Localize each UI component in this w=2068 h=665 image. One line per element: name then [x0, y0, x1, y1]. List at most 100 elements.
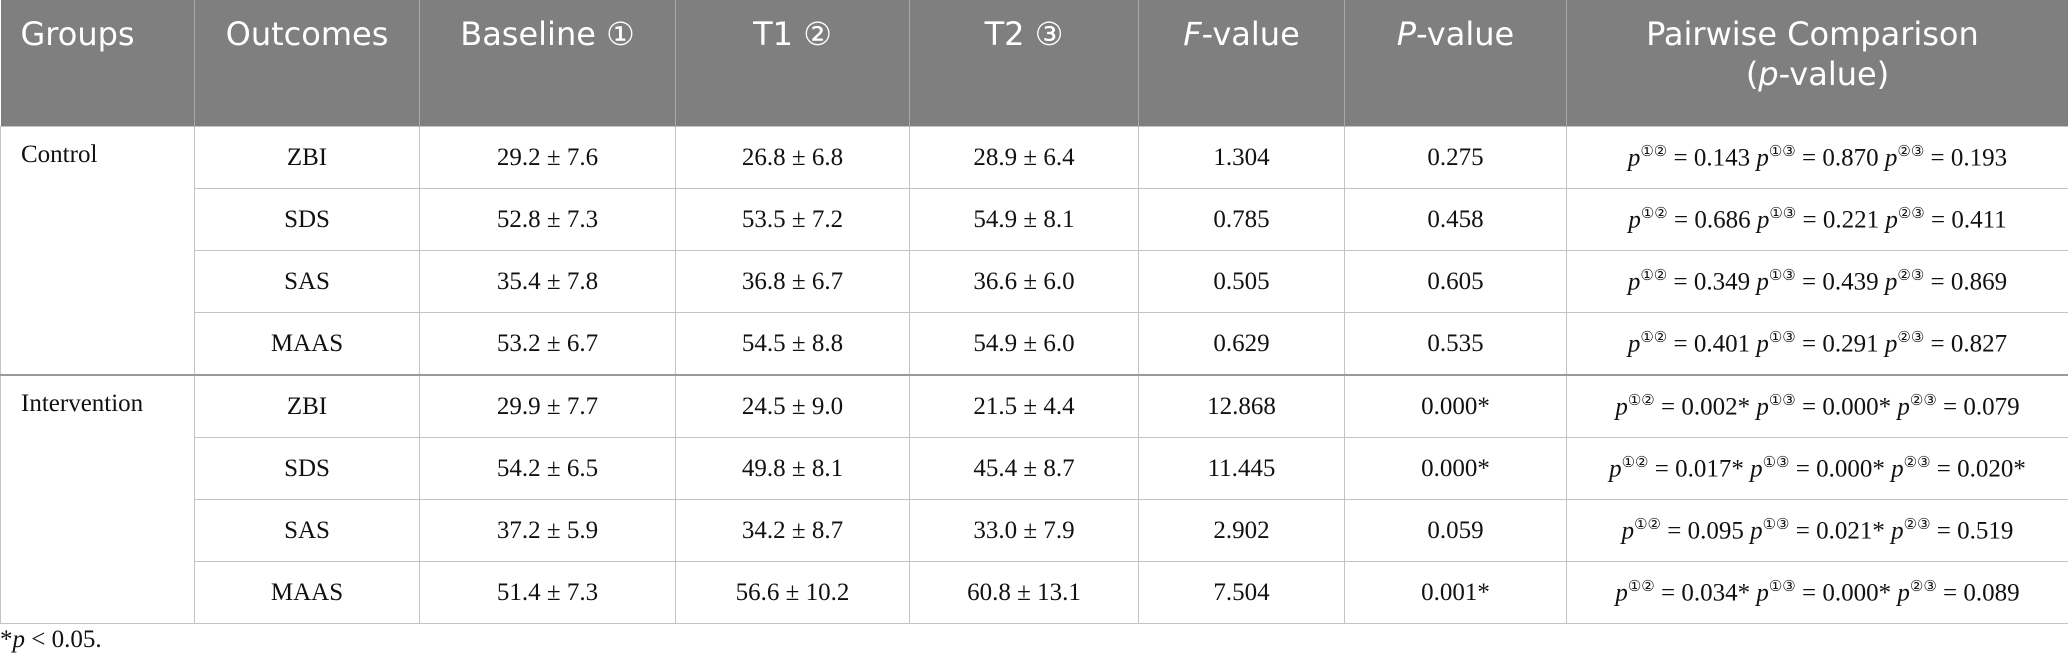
data-cell: 0.001*	[1344, 561, 1567, 624]
data-cell: MAAS	[194, 312, 420, 376]
p-value: 0.349	[1693, 268, 1751, 296]
p-symbol: p	[1750, 517, 1763, 545]
header-text: p	[1758, 55, 1779, 93]
pair-label: ②③	[1909, 393, 1937, 410]
pair-label: ①③	[1768, 268, 1796, 285]
header-cell: T2 ③	[909, 0, 1139, 127]
header-cell: F-value	[1138, 0, 1345, 127]
data-cell: 54.9 ± 8.1	[909, 188, 1139, 251]
data-cell: ZBI	[194, 126, 420, 189]
data-cell: 36.8 ± 6.7	[675, 250, 910, 313]
equals: =	[1936, 517, 1951, 545]
p-symbol: p	[1756, 268, 1769, 296]
data-cell: SAS	[194, 499, 420, 562]
pair-label: ②③	[1903, 455, 1931, 472]
p-symbol: p	[1891, 455, 1904, 483]
pair-label: ②③	[1897, 144, 1925, 161]
data-cell: 1.304	[1138, 126, 1345, 189]
table-body: Control ZBI 29.2 ± 7.6 26.8 ± 6.8 28.9 ± 6.4…	[0, 126, 2068, 624]
p-symbol: p	[1750, 455, 1763, 483]
equals: =	[1936, 455, 1951, 483]
data-cell: 0.605	[1344, 250, 1567, 313]
data-cell: 45.4 ± 8.7	[909, 437, 1139, 500]
equals: =	[1931, 206, 1946, 234]
data-cell: 24.5 ± 9.0	[675, 374, 910, 438]
p-symbol: p	[1756, 579, 1769, 607]
pairwise-cell: p①② = 0.686 p①③ = 0.221 p②③ = 0.411	[1566, 188, 2068, 251]
data-cell: ZBI	[194, 374, 420, 438]
pair-label: ②③	[1903, 517, 1931, 534]
data-cell: 0.535	[1344, 312, 1567, 376]
p-symbol: p	[1756, 330, 1769, 358]
pair-label: ①②	[1634, 517, 1661, 534]
p-value: 0.686	[1694, 206, 1751, 234]
footnote-text: < 0.05.	[25, 626, 102, 653]
data-cell: 54.5 ± 8.8	[675, 312, 910, 376]
pair-label: ①③	[1769, 206, 1797, 223]
data-cell: 49.8 ± 8.1	[675, 437, 910, 500]
p-value: 0.439	[1822, 268, 1879, 296]
data-cell: 7.504	[1138, 561, 1345, 624]
pair-label: ①③	[1768, 579, 1796, 596]
header-cell: Outcomes	[194, 0, 420, 127]
data-cell: 0.505	[1138, 250, 1345, 313]
data-cell: 0.785	[1138, 188, 1345, 251]
pairwise-cell: p①② = 0.143 p①③ = 0.870 p②③ = 0.193	[1566, 126, 2068, 189]
data-cell: 35.4 ± 7.8	[419, 250, 676, 313]
p-symbol: p	[1627, 330, 1641, 358]
pair-label: ①③	[1762, 455, 1790, 472]
data-cell: 36.6 ± 6.0	[909, 250, 1139, 313]
pair-label: ①②	[1640, 206, 1668, 223]
header-text: Pairwise Comparison	[1646, 15, 1989, 53]
pair-label: ①②	[1640, 330, 1668, 347]
data-cell: 0.000*	[1344, 374, 1567, 438]
p-symbol: p	[1884, 330, 1898, 358]
p-symbol: p	[1621, 517, 1635, 545]
data-cell: 29.9 ± 7.7	[419, 374, 676, 438]
equals: =	[1802, 330, 1817, 358]
equals: =	[1673, 144, 1688, 172]
equals: =	[1661, 579, 1676, 607]
p-value: 0.034*	[1681, 579, 1751, 607]
p-value: 0.193	[1950, 144, 2008, 172]
group-cell: Intervention	[0, 374, 195, 624]
data-cell: SAS	[194, 250, 420, 313]
p-value: 0.401	[1693, 330, 1751, 358]
data-cell: 2.902	[1138, 499, 1345, 562]
pair-label: ①③	[1768, 144, 1796, 161]
pairwise-cell: p①② = 0.349 p①③ = 0.439 p②③ = 0.869	[1566, 250, 2068, 313]
equals: =	[1802, 144, 1817, 172]
data-cell: 28.9 ± 6.4	[909, 126, 1139, 189]
equals: =	[1673, 330, 1688, 358]
equals: =	[1802, 579, 1817, 607]
p-symbol: p	[1884, 144, 1898, 172]
p-symbol: p	[1756, 393, 1769, 421]
header-cell: Pairwise Comparison (p-value)	[1566, 0, 2068, 127]
data-cell: 34.2 ± 8.7	[675, 499, 910, 562]
p-value: 0.021*	[1816, 517, 1885, 545]
equals: =	[1673, 206, 1689, 234]
data-cell: 33.0 ± 7.9	[909, 499, 1139, 562]
p-symbol: p	[1615, 393, 1628, 421]
header-text: -value)	[1778, 55, 1890, 93]
equals: =	[1802, 206, 1817, 234]
pair-label: ①②	[1627, 579, 1655, 596]
pairwise-cell: p①② = 0.401 p①③ = 0.291 p②③ = 0.827	[1566, 312, 2068, 376]
pair-label: ①②	[1640, 144, 1668, 161]
equals: =	[1673, 268, 1688, 296]
p-value: 0.143	[1693, 144, 1751, 172]
p-symbol: p	[1756, 144, 1769, 172]
equals: =	[1661, 393, 1676, 421]
p-value: 0.221	[1822, 206, 1880, 234]
p-value: 0.079	[1963, 393, 2020, 421]
pair-label: ①③	[1768, 393, 1796, 410]
data-cell: 54.2 ± 6.5	[419, 437, 676, 500]
header-text: P	[1396, 15, 1417, 53]
equals: =	[1667, 517, 1682, 545]
footnote-text: p	[12, 626, 26, 653]
header-text: -value	[1201, 15, 1300, 53]
data-cell: 21.5 ± 4.4	[909, 374, 1139, 438]
data-cell: 52.8 ± 7.3	[419, 188, 676, 251]
header-text: F	[1183, 15, 1202, 53]
